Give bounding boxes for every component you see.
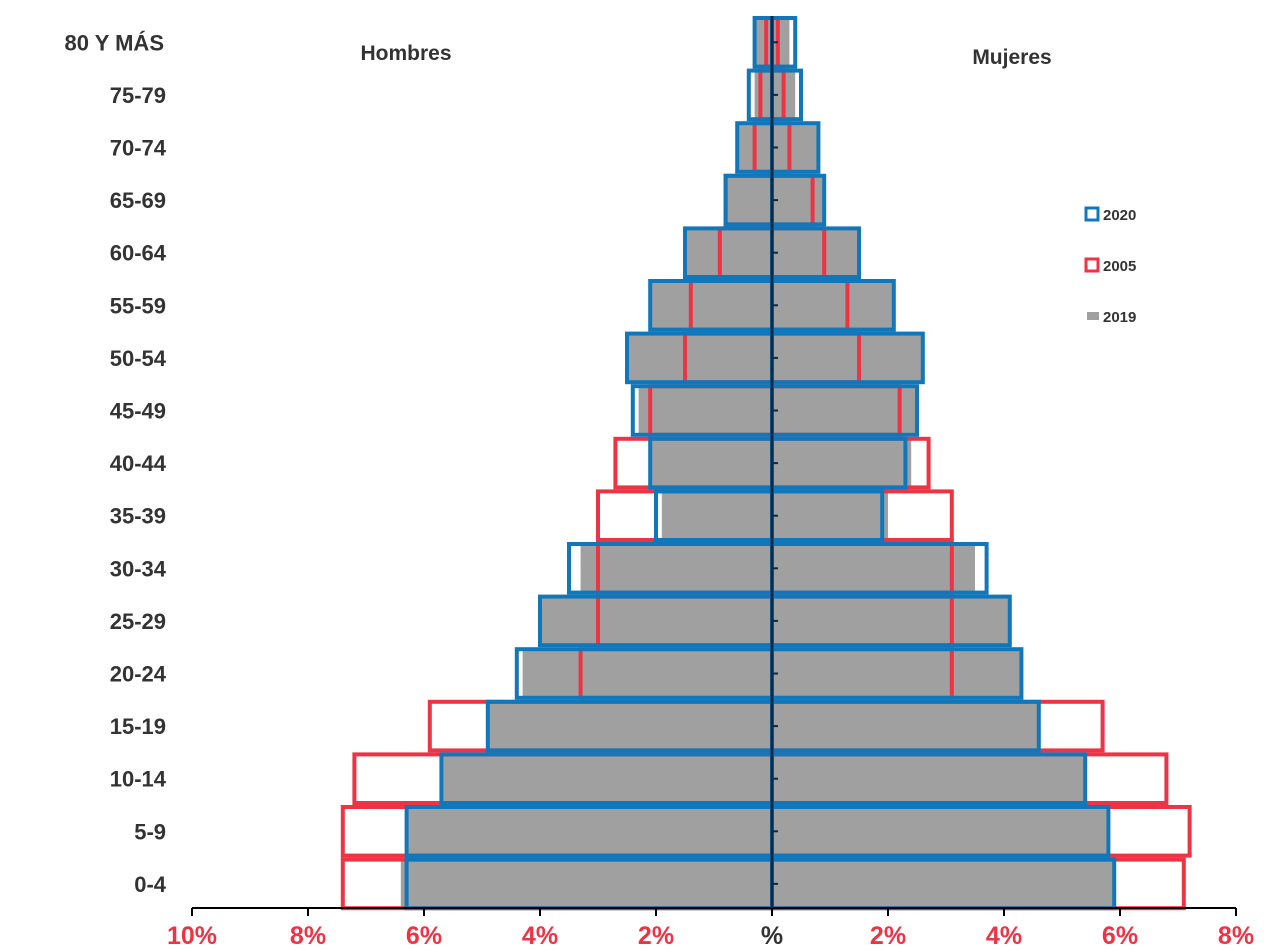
age-group-label: 75-79 [110, 83, 166, 108]
age-group-label: 40-44 [110, 451, 167, 476]
x-tick-label: 8% [1218, 922, 1254, 950]
age-group-label: 25-29 [110, 609, 166, 634]
legend: 2020 2005 2019 [1084, 206, 1136, 326]
bar-2019-mujeres-45-49 [772, 386, 917, 435]
bar-2019-mujeres-30-34 [772, 544, 975, 593]
x-tick-labels: 10% 8% 6% 4% 2%% 2% 4% 6% 8% [167, 922, 1254, 950]
x-tick-label: 2% [638, 922, 674, 950]
bar-2019-hombres-80-y-más [754, 18, 772, 67]
age-group-label: 55-59 [110, 293, 166, 318]
legend-label-2005: 2005 [1103, 258, 1136, 275]
x-tick-label: % [761, 922, 783, 950]
age-group-labels: 0-4 5-9 10-14 15-19 20-24 25-29 30-34 35-39 40-4… [65, 30, 167, 897]
axes [191, 16, 1237, 916]
bar-2019-mujeres-25-29 [772, 596, 1010, 646]
x-tick-label: 4% [986, 922, 1022, 950]
bar-2019-mujeres-65-69 [772, 175, 825, 225]
legend-swatch-2019 [1087, 312, 1099, 320]
side-label-hombres: Hombres [360, 42, 451, 65]
bar-2019-hombres-50-54 [627, 333, 772, 383]
age-group-label: 80 Y MÁS [65, 30, 164, 55]
legend-swatch-2020 [1084, 206, 1100, 222]
bar-2019-hombres-30-34 [580, 544, 772, 593]
age-group-label: 20-24 [110, 662, 167, 687]
bar-2019-hombres-45-49 [638, 386, 772, 435]
bar-2019-hombres-35-39 [661, 491, 772, 540]
bar-2019-hombres-55-59 [650, 281, 772, 330]
bar-2019-hombres-75-79 [754, 70, 772, 120]
bar-2019-mujeres-10-14 [772, 754, 1086, 803]
side-label-mujeres: Mujeres [972, 46, 1051, 69]
bar-2019-mujeres-60-64 [772, 228, 859, 277]
series-2019-bars [400, 18, 1115, 909]
bar-2019-hombres-5-9 [406, 807, 772, 856]
age-group-label: 15-19 [110, 714, 166, 739]
legend-label-2020: 2020 [1103, 207, 1136, 224]
bar-2019-hombres-65-69 [725, 175, 772, 225]
age-group-label: 35-39 [110, 504, 166, 529]
x-tick-label: 8% [290, 922, 326, 950]
bar-2019-hombres-15-19 [487, 701, 772, 751]
bar-2019-hombres-25-29 [540, 596, 772, 646]
bar-2019-mujeres-55-59 [772, 281, 894, 330]
bar-2019-mujeres-20-24 [772, 649, 1022, 698]
age-group-label: 70-74 [110, 136, 167, 161]
x-tick-label: 4% [522, 922, 558, 950]
x-tick-label: 2% [870, 922, 906, 950]
age-group-label: 45-49 [110, 399, 166, 424]
bar-2019-hombres-0-4 [400, 859, 772, 909]
bar-2019-hombres-40-44 [650, 438, 772, 488]
legend-swatch-2005 [1084, 257, 1100, 273]
age-group-label: 60-64 [110, 241, 167, 266]
bar-2019-mujeres-15-19 [772, 701, 1039, 751]
x-tick-label: 6% [406, 922, 442, 950]
bar-2019-mujeres-70-74 [772, 123, 819, 172]
x-tick-label: 6% [1102, 922, 1138, 950]
bar-2019-mujeres-5-9 [772, 807, 1109, 856]
age-group-label: 30-34 [110, 556, 167, 581]
bar-2019-hombres-10-14 [441, 754, 772, 803]
bar-2019-mujeres-35-39 [772, 491, 888, 540]
bar-2019-hombres-20-24 [522, 649, 772, 698]
bar-2019-mujeres-40-44 [772, 438, 912, 488]
age-group-label: 10-14 [110, 767, 167, 792]
bar-2019-mujeres-0-4 [772, 859, 1115, 909]
x-tick-label: 10% [167, 922, 217, 950]
age-group-label: 5-9 [134, 819, 166, 844]
bar-2019-mujeres-50-54 [772, 333, 923, 383]
legend-label-2019: 2019 [1103, 309, 1136, 326]
age-group-label: 50-54 [110, 346, 167, 371]
bar-2019-hombres-60-64 [685, 228, 772, 277]
age-group-label: 65-69 [110, 188, 166, 213]
age-group-label: 0-4 [134, 872, 167, 897]
